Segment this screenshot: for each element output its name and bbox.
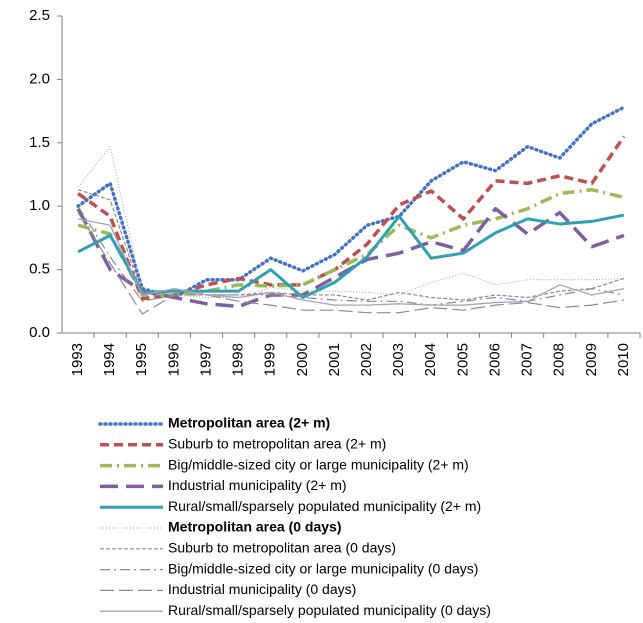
x-tick-label: 2004 xyxy=(422,343,439,376)
series-line xyxy=(78,215,624,297)
x-tick-label: 1999 xyxy=(262,343,279,376)
x-tick-label: 1993 xyxy=(69,343,86,376)
x-tick-label: 2005 xyxy=(454,343,471,376)
legend-label: Industrial municipality (0 days) xyxy=(168,581,356,597)
x-tick-label: 2010 xyxy=(615,343,632,376)
legend-label: Big/middle-sized city or large municipal… xyxy=(168,456,469,472)
x-tick-label: 1995 xyxy=(133,343,150,376)
x-tick-label: 1994 xyxy=(101,343,118,376)
x-tick-label: 2002 xyxy=(358,343,375,376)
x-tick-label: 2003 xyxy=(390,343,407,376)
x-tick-label: 2007 xyxy=(519,343,536,376)
y-tick-label: 0.0 xyxy=(29,324,50,341)
legend-label: Rural/small/sparsely populated municipal… xyxy=(168,498,481,514)
legend-label: Industrial municipality (2+ m) xyxy=(168,477,347,493)
x-tick-label: 2001 xyxy=(326,343,343,376)
y-tick-label: 1.5 xyxy=(29,134,50,151)
x-tick-label: 1998 xyxy=(230,343,247,376)
x-tick-label: 2006 xyxy=(486,343,503,376)
x-tick-label: 2008 xyxy=(551,343,568,376)
x-tick-label: 2000 xyxy=(294,343,311,376)
legend-label: Rural/small/sparsely populated municipal… xyxy=(168,602,491,618)
series-line xyxy=(78,190,624,300)
y-tick-label: 2.0 xyxy=(29,70,50,87)
series-line xyxy=(78,190,624,295)
y-tick-label: 1.0 xyxy=(29,197,50,214)
x-tick-label: 1996 xyxy=(165,343,182,376)
legend-label: Metropolitan area (0 days) xyxy=(168,519,342,535)
x-tick-label: 1997 xyxy=(197,343,214,376)
legend-label: Metropolitan area (2+ m) xyxy=(168,415,330,431)
x-tick-label: 2009 xyxy=(583,343,600,376)
legend-label: Big/middle-sized city or large municipal… xyxy=(168,560,478,576)
y-tick-label: 2.5 xyxy=(29,7,50,24)
y-tick-label: 0.5 xyxy=(29,261,50,278)
legend-label: Suburb to metropolitan area (2+ m) xyxy=(168,436,386,452)
legend-label: Suburb to metropolitan area (0 days) xyxy=(168,540,396,556)
series-line xyxy=(78,136,624,298)
